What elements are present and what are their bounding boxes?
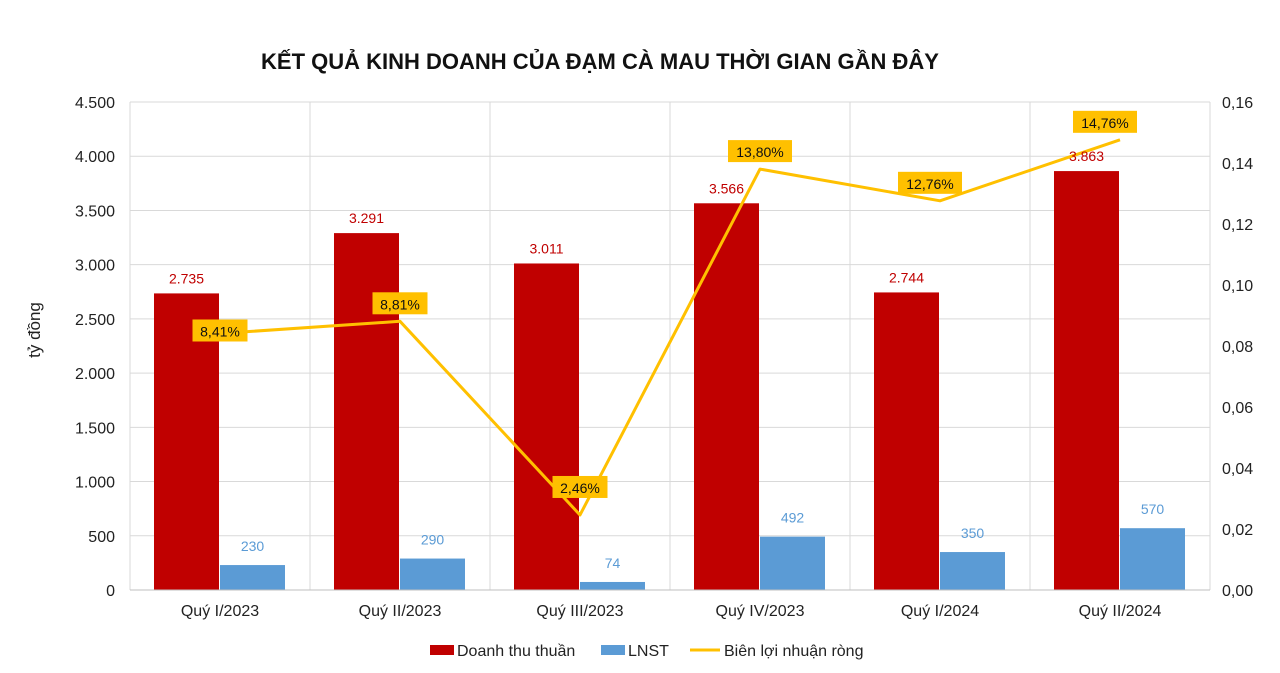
- line-label-box: [728, 140, 792, 163]
- bar-lnst: [1120, 528, 1185, 590]
- y-tick-label: 4.500: [75, 95, 115, 112]
- bar-doanh-thu: [334, 233, 399, 591]
- bar-lnst: [400, 558, 465, 590]
- chart-title: KẾT QUẢ KINH DOANH CỦA ĐẠM CÀ MAU THỜI G…: [261, 49, 939, 74]
- line-label-box: [1073, 110, 1137, 133]
- bar-doanh-thu: [154, 293, 219, 590]
- x-tick-label: Quý IV/2023: [716, 603, 805, 620]
- line-label: 13,80%: [736, 144, 783, 160]
- data-label: 350: [961, 525, 985, 541]
- x-tick-label: Quý I/2023: [181, 603, 259, 620]
- y-axis-label: tỷ đồng: [25, 302, 44, 358]
- y-tick-label: 2.500: [75, 312, 115, 329]
- line-label: 12,76%: [906, 176, 953, 192]
- line-label-box: [552, 475, 608, 498]
- data-label: 492: [781, 510, 805, 526]
- y2-tick-label: 0,08: [1222, 339, 1253, 356]
- line-label-box: [372, 292, 428, 315]
- legend-label: Doanh thu thuần: [457, 643, 575, 660]
- line-label: 14,76%: [1081, 115, 1128, 131]
- bar-lnst: [220, 565, 285, 590]
- line-bien-loi-nhuan: [219, 138, 1121, 517]
- bar-doanh-thu: [694, 203, 759, 590]
- data-label: 3.863: [1069, 148, 1104, 164]
- line-series: [219, 138, 1121, 517]
- legend-swatch: [430, 645, 454, 655]
- x-tick-label: Quý II/2024: [1079, 603, 1162, 620]
- gridlines: [129, 101, 1211, 591]
- axes: 0 500 1.000 1.500 2.000 2.500 3.000 3.500 4.000 4…: [75, 95, 1253, 620]
- data-label: 3.566: [709, 180, 744, 196]
- x-tick-label: Quý II/2023: [359, 603, 442, 620]
- x-tick-label: Quý III/2023: [536, 603, 623, 620]
- y2-tick-label: 0,04: [1222, 461, 1253, 478]
- line-label: 2,46%: [560, 480, 600, 496]
- data-label: 290: [421, 532, 445, 548]
- data-label: 2.735: [169, 270, 204, 286]
- data-label: 3.011: [530, 240, 564, 256]
- legend-label: Biên lợi nhuận ròng: [724, 643, 863, 660]
- y2-tick-label: 0,16: [1222, 95, 1253, 112]
- line-label-box: [192, 319, 248, 342]
- bar-doanh-thu: [514, 263, 579, 590]
- y-tick-label: 1.000: [75, 475, 115, 492]
- y-tick-label: 3.500: [75, 203, 115, 220]
- legend-swatch: [601, 645, 625, 655]
- bar-doanh-thu: [874, 292, 939, 590]
- y2-tick-label: 0,10: [1222, 278, 1253, 295]
- data-label: 74: [605, 555, 621, 571]
- y-tick-label: 1.500: [75, 420, 115, 437]
- data-label: 570: [1141, 501, 1165, 517]
- y2-tick-label: 0,02: [1222, 522, 1253, 539]
- y2-tick-label: 0,00: [1222, 583, 1253, 600]
- y2-tick-label: 0,06: [1222, 400, 1253, 417]
- line-label: 8,81%: [380, 296, 420, 312]
- data-label: 3.291: [349, 210, 384, 226]
- bars: [154, 171, 1185, 591]
- y-tick-label: 4.000: [75, 149, 115, 166]
- x-tick-label: Quý I/2024: [901, 603, 979, 620]
- bar-doanh-thu: [1054, 171, 1119, 591]
- bar-lnst: [760, 536, 825, 590]
- y2-tick-label: 0,14: [1222, 156, 1253, 173]
- line-label-box: [898, 171, 962, 194]
- line-label: 8,41%: [200, 323, 240, 339]
- data-label: 230: [241, 538, 265, 554]
- y-tick-label: 0: [106, 583, 115, 600]
- y-tick-label: 3.000: [75, 258, 115, 275]
- y2-tick-label: 0,12: [1222, 217, 1253, 234]
- y-tick-label: 2.000: [75, 366, 115, 383]
- y-tick-label: 500: [88, 529, 115, 546]
- legend: Doanh thu thuần LNST Biên lợi nhuận ròng: [430, 643, 863, 660]
- data-labels: 2.735 3.291 3.011 3.566 2.744 3.863 230 290 74 49…: [169, 110, 1165, 571]
- legend-label: LNST: [628, 643, 669, 660]
- bar-lnst: [580, 581, 645, 590]
- data-label: 2.744: [889, 269, 924, 285]
- bar-lnst: [940, 552, 1005, 590]
